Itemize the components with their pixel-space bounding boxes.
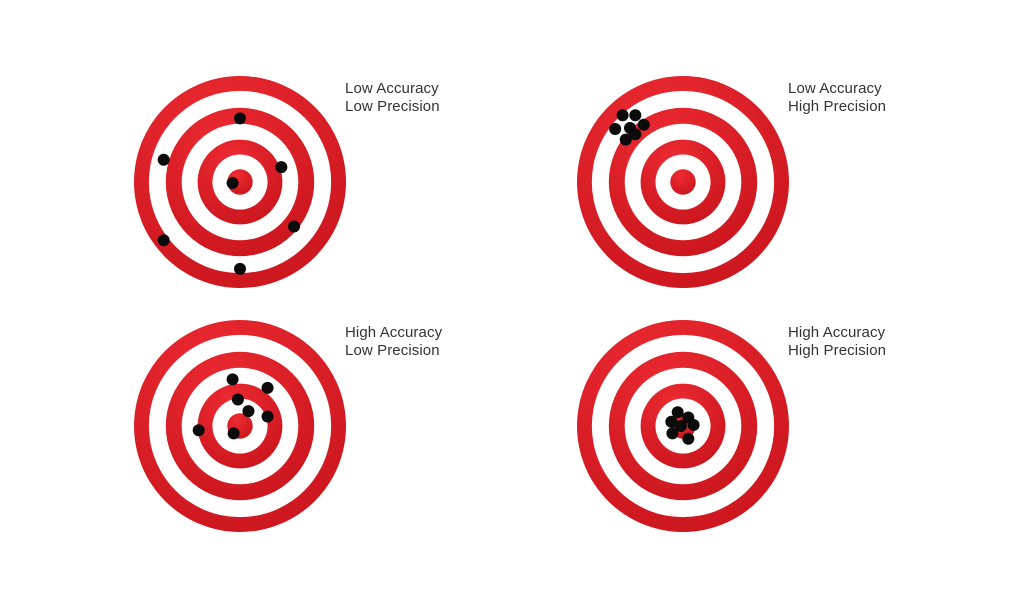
shot-hole <box>671 406 684 419</box>
shot-hole <box>234 112 246 125</box>
caption-line-accuracy: Low Accuracy <box>788 80 882 97</box>
caption-line-accuracy: Low Accuracy <box>345 80 439 97</box>
shot-hole <box>682 432 695 445</box>
shot-hole <box>674 420 687 432</box>
shot-hole <box>619 133 632 146</box>
target-panel-low-acc-low-prec: Low Accuracy Low Precision <box>130 72 550 312</box>
shot-hole <box>637 118 650 131</box>
target-low-acc-low-prec <box>134 76 346 288</box>
shot-hole <box>261 381 274 394</box>
caption-high-acc-low-prec: High Accuracy Low Precision <box>345 324 442 360</box>
caption-line-precision: Low Precision <box>345 342 440 359</box>
caption-line-precision: High Precision <box>788 98 887 115</box>
shot-hole <box>275 161 288 174</box>
target-panel-high-acc-low-prec: High Accuracy Low Precision <box>130 316 550 556</box>
caption-low-acc-high-prec: Low Accuracy High Precision <box>788 80 886 116</box>
shot-hole <box>616 109 629 122</box>
shot-hole <box>629 109 642 122</box>
shot-hole <box>242 405 255 418</box>
target-high-acc-low-prec <box>134 320 346 532</box>
caption-line-precision: High Precision <box>788 342 887 359</box>
caption-line-precision: Low Precision <box>345 98 440 115</box>
caption-low-acc-low-prec: Low Accuracy Low Precision <box>345 80 440 116</box>
shot-hole <box>609 123 622 135</box>
shot-hole <box>288 220 301 233</box>
shot-hole <box>666 427 679 440</box>
target-panel-low-acc-high-prec: Low Accuracy High Precision <box>573 72 993 312</box>
shot-hole <box>192 424 205 437</box>
shot-hole <box>157 153 170 166</box>
caption-line-accuracy: High Accuracy <box>788 324 886 341</box>
shot-hole <box>231 393 244 406</box>
target-low-acc-high-prec <box>577 76 789 288</box>
shot-hole <box>227 427 240 440</box>
shot-hole <box>629 128 642 141</box>
target-panel-high-acc-high-prec: High Accuracy High Precision <box>573 316 993 556</box>
shot-hole <box>234 262 246 275</box>
shot-hole <box>665 415 678 428</box>
shot-hole <box>226 373 239 386</box>
bullseye <box>670 169 696 195</box>
shot-hole <box>687 418 700 431</box>
caption-high-acc-high-prec: High Accuracy High Precision <box>788 324 886 360</box>
shot-hole <box>261 410 274 423</box>
target-high-acc-high-prec <box>577 320 789 532</box>
shot-hole <box>157 234 170 247</box>
caption-line-accuracy: High Accuracy <box>345 324 443 341</box>
shot-hole <box>226 177 239 190</box>
